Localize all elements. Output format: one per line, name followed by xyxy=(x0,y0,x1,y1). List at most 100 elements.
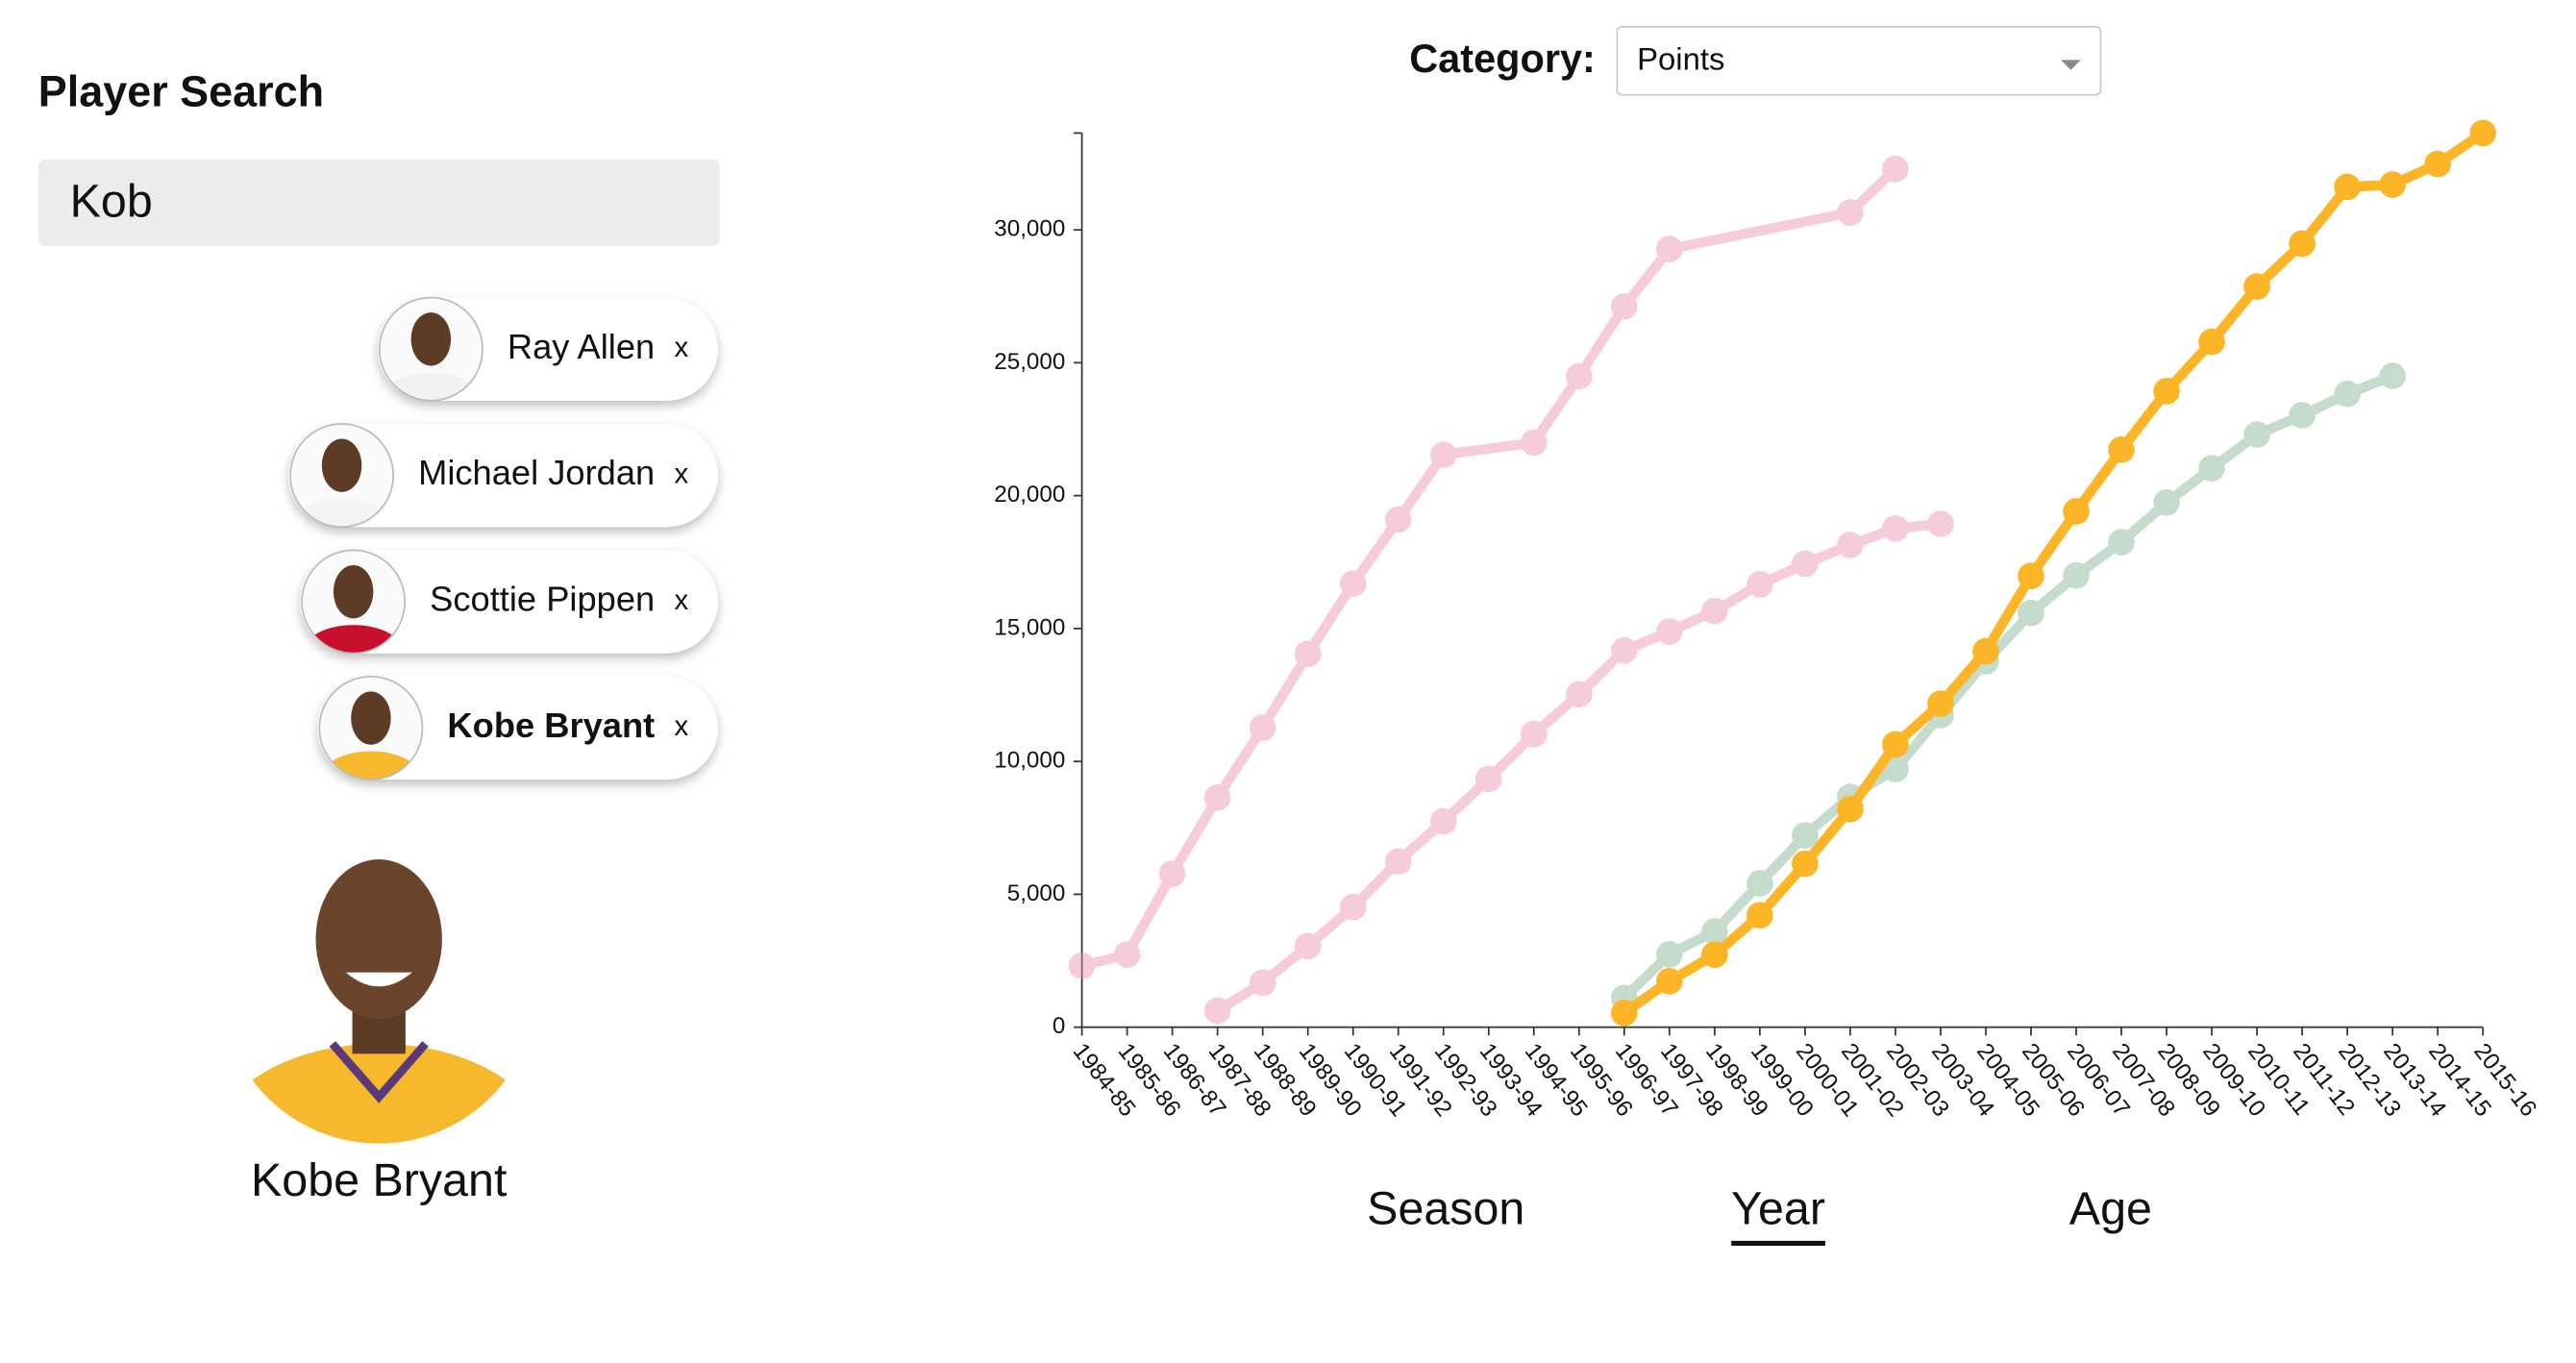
data-point xyxy=(2198,455,2225,482)
view-tab[interactable]: Year xyxy=(1731,1182,1825,1234)
y-tick-label: 30,000 xyxy=(994,216,1065,242)
line-segment xyxy=(1257,649,1313,733)
data-point xyxy=(1610,636,1638,664)
avatar-head xyxy=(321,438,362,492)
player-chip[interactable]: Michael Jordan x xyxy=(288,422,718,552)
data-point xyxy=(1882,731,1909,758)
data-point xyxy=(1746,571,1773,598)
avatar-jersey xyxy=(291,498,392,528)
line-segment xyxy=(1619,243,1675,311)
line-segment xyxy=(1212,978,1268,1016)
line-segment xyxy=(1845,163,1901,218)
view-tab[interactable]: Season xyxy=(1367,1182,1524,1234)
line-segment xyxy=(1528,371,1584,448)
avatar-ring xyxy=(301,549,407,655)
line-segment xyxy=(1709,878,1766,937)
avatar-ring xyxy=(378,296,483,402)
line-segment xyxy=(2116,497,2172,548)
chip-close[interactable]: x xyxy=(675,332,689,363)
chip-name[interactable]: Kobe Bryant xyxy=(447,706,655,745)
data-point xyxy=(2108,435,2135,463)
chip-close[interactable]: x xyxy=(675,710,689,742)
data-point xyxy=(1701,597,1728,625)
avatar xyxy=(302,550,406,654)
data-point xyxy=(1837,532,1864,558)
line-segment xyxy=(1664,207,1856,255)
category-label: Category: xyxy=(1409,36,1596,81)
avatar-head xyxy=(351,691,391,745)
data-point xyxy=(1882,155,1909,183)
line-segment xyxy=(2296,388,2353,421)
avatar xyxy=(319,676,423,781)
line-segment xyxy=(1167,792,1223,880)
line-segment xyxy=(1393,816,1449,867)
search-query[interactable]: Kob xyxy=(70,176,153,228)
line-segment xyxy=(1122,868,1177,960)
data-point xyxy=(1203,783,1231,811)
data-point xyxy=(1972,637,1999,665)
avatar-jersey xyxy=(381,372,482,401)
chip-name[interactable]: Ray Allen xyxy=(508,327,655,366)
line-segment xyxy=(1890,709,1946,775)
player-chip[interactable]: Kobe Bryant x xyxy=(317,675,718,805)
avatar-head xyxy=(410,312,452,366)
data-point xyxy=(1927,690,1954,717)
view-tab[interactable]: Age xyxy=(2069,1182,2152,1234)
chip-name[interactable]: Scottie Pippen xyxy=(430,580,655,619)
line-segment xyxy=(1890,518,1946,534)
data-point xyxy=(1520,429,1548,457)
player-chip[interactable]: Ray Allen x xyxy=(378,296,718,426)
data-point xyxy=(1384,848,1412,876)
data-point xyxy=(1701,941,1728,969)
data-point xyxy=(2379,362,2406,389)
data-point xyxy=(2379,171,2406,198)
data-point xyxy=(1746,902,1773,929)
player-chip[interactable]: Scottie Pippen x xyxy=(300,549,718,679)
data-point xyxy=(2243,273,2270,300)
data-point xyxy=(2334,380,2361,408)
data-point xyxy=(1882,514,1909,542)
line-segment xyxy=(1438,437,1539,460)
category-select[interactable] xyxy=(1616,25,2102,96)
data-point xyxy=(1068,952,1096,979)
line-segment xyxy=(1077,949,1132,971)
y-tick-label: 25,000 xyxy=(994,349,1065,375)
line-segment xyxy=(2025,570,2082,618)
data-point xyxy=(1294,932,1322,960)
data-point xyxy=(2289,402,2316,429)
data-point xyxy=(1294,640,1322,668)
chip-name[interactable]: Michael Jordan xyxy=(418,453,655,492)
chip-body[interactable] xyxy=(288,424,718,528)
line-segment xyxy=(1573,645,1630,700)
chip-body[interactable] xyxy=(317,676,718,781)
data-point xyxy=(1610,292,1638,320)
chip-body[interactable] xyxy=(300,550,718,654)
line-segment xyxy=(1754,558,1811,590)
data-point xyxy=(1837,199,1864,226)
data-point xyxy=(2018,562,2044,590)
series xyxy=(1203,510,1954,1025)
data-point xyxy=(1339,570,1367,597)
line-segment xyxy=(1483,729,1539,784)
data-point xyxy=(2469,119,2497,147)
line-segment xyxy=(2161,462,2217,508)
search-box[interactable] xyxy=(37,160,720,246)
line-segment xyxy=(2251,409,2308,440)
y-tick-label: 10,000 xyxy=(994,748,1065,774)
category-value[interactable]: Points xyxy=(1637,41,1724,77)
data-point xyxy=(1429,441,1457,468)
data-point xyxy=(2153,378,2180,405)
chip-close[interactable]: x xyxy=(675,458,689,489)
data-point xyxy=(1429,807,1457,835)
data-point xyxy=(1792,550,1819,578)
data-point xyxy=(2243,421,2270,449)
data-point xyxy=(2424,150,2451,178)
data-point xyxy=(1701,918,1728,945)
avatar xyxy=(289,423,394,528)
chip-close[interactable]: x xyxy=(675,584,689,616)
line-segment xyxy=(2070,536,2127,581)
line-segment xyxy=(1754,830,1811,889)
avatar-jersey xyxy=(321,751,421,781)
line-segment xyxy=(1980,571,2037,657)
line-segment xyxy=(1664,926,1721,959)
